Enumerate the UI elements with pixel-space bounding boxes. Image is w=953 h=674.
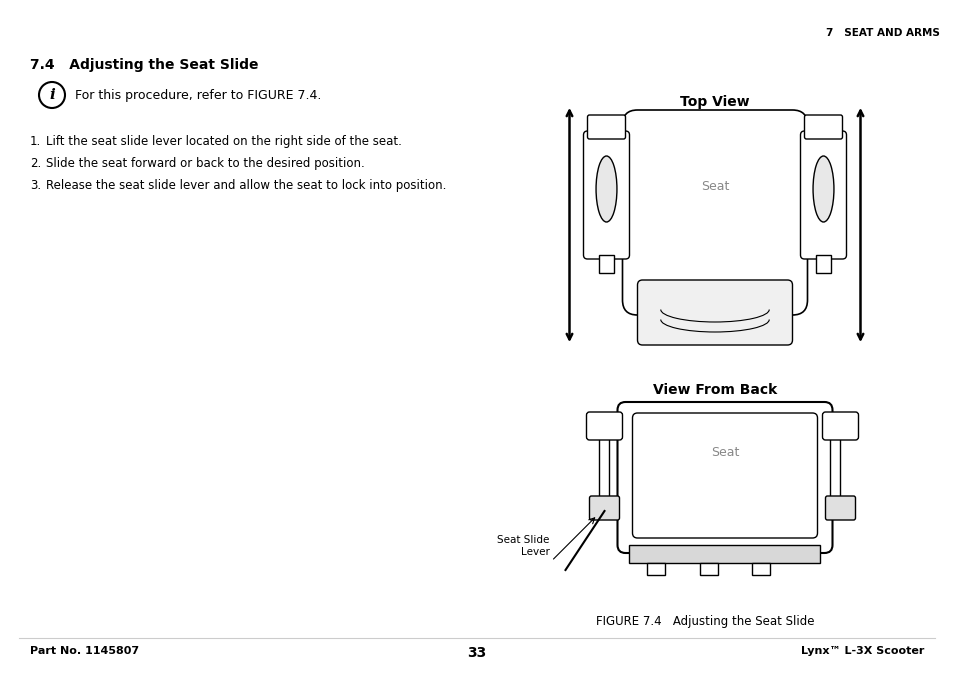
FancyBboxPatch shape [617,402,832,553]
Bar [830,423,840,513]
Bar [700,563,718,575]
FancyBboxPatch shape [803,115,841,139]
Text: 1.: 1. [30,135,41,148]
Text: Seat: Seat [710,446,739,459]
Bar [598,423,609,513]
Bar [629,545,820,563]
FancyBboxPatch shape [800,131,845,259]
FancyBboxPatch shape [821,412,858,440]
Text: i: i [49,88,55,102]
Text: FIGURE 7.4   Adjusting the Seat Slide: FIGURE 7.4 Adjusting the Seat Slide [595,615,814,628]
FancyBboxPatch shape [637,280,792,345]
Text: Seat Slide
Lever: Seat Slide Lever [497,535,549,557]
Bar [647,563,665,575]
FancyBboxPatch shape [589,496,618,520]
Text: 7   SEAT AND ARMS: 7 SEAT AND ARMS [825,28,939,38]
FancyBboxPatch shape [587,115,625,139]
Ellipse shape [596,156,617,222]
FancyBboxPatch shape [632,413,817,538]
Text: 33: 33 [467,646,486,660]
Text: Part No. 1145807: Part No. 1145807 [30,646,139,656]
Text: Seat: Seat [700,180,728,193]
FancyBboxPatch shape [583,131,629,259]
FancyBboxPatch shape [622,110,806,315]
Text: Release the seat slide lever and allow the seat to lock into position.: Release the seat slide lever and allow t… [46,179,446,192]
Text: View From Back: View From Back [652,383,777,397]
Text: Lynx™ L-3X Scooter: Lynx™ L-3X Scooter [800,646,923,656]
FancyBboxPatch shape [824,496,855,520]
Bar [752,563,770,575]
Text: 3.: 3. [30,179,41,192]
Bar [815,255,830,273]
Ellipse shape [812,156,833,222]
Text: 7.4   Adjusting the Seat Slide: 7.4 Adjusting the Seat Slide [30,58,258,72]
Text: For this procedure, refer to FIGURE 7.4.: For this procedure, refer to FIGURE 7.4. [75,88,321,102]
Bar [598,255,614,273]
Text: Lift the seat slide lever located on the right side of the seat.: Lift the seat slide lever located on the… [46,135,401,148]
Text: 2.: 2. [30,157,41,170]
Text: Slide the seat forward or back to the desired position.: Slide the seat forward or back to the de… [46,157,364,170]
FancyBboxPatch shape [586,412,622,440]
Text: Top View: Top View [679,95,749,109]
